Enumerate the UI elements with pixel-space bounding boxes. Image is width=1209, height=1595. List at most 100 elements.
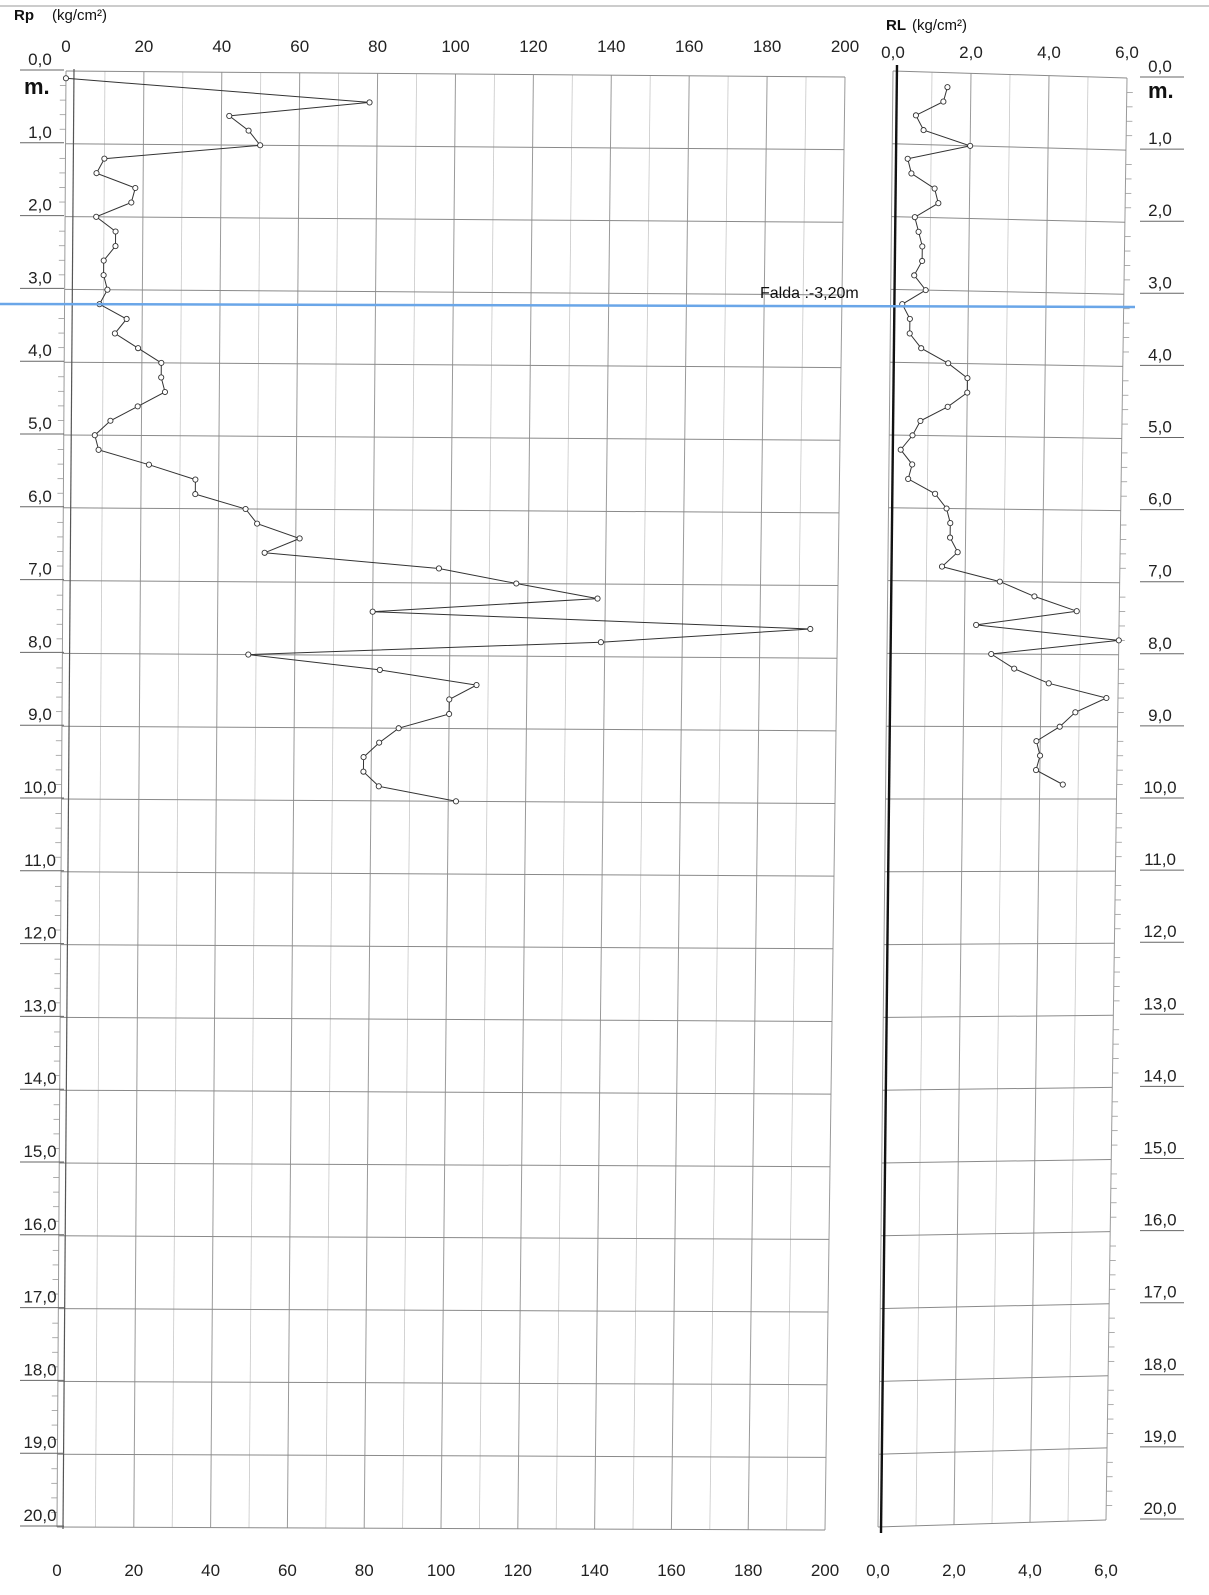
rl-data-point [1037,752,1044,759]
rl-data-point [1115,637,1122,644]
rl-depth-tick-label: 12,0 [1143,922,1176,941]
rp-series [62,75,814,805]
rl-depth-tick-labels: 0,0 1,0 2,0 3,0 4,0 5,0 6,0 7,0 8,0 9,0 10,0 11,0 12… [1140,57,1184,1520]
rl-data-point [1072,709,1079,716]
rl-depth-tick-label: 3,0 [1148,273,1172,292]
rl-depth-tick-label: 13,0 [1143,994,1176,1013]
rl-title-unit: (kg/cm²) [912,17,967,34]
rl-x-tick-label-bottom: 2,0 [942,1561,966,1580]
rp-data-point [112,228,119,235]
rl-data-point [988,650,995,658]
rp-x-tick-label-top: 80 [368,37,387,56]
rl-hgrid-line [880,1303,1110,1310]
rp-hgrid-line [65,70,846,78]
rp-data-point [128,199,135,206]
rp-data-point [104,286,111,293]
rl-data-point [945,360,952,367]
rp-zero-axis [62,68,75,1530]
rp-hgrid-line [60,1016,833,1022]
rp-data-point [376,666,383,673]
rl-depth-tick-label: 4,0 [1148,345,1172,364]
rp-data-point [360,768,367,775]
rp-x-tick-label-top: 180 [753,37,781,56]
rl-data-point [911,272,918,279]
rl-data-point [932,490,939,497]
rl-x-tick-label-top: 4,0 [1037,43,1061,62]
rl-data-point [967,142,974,149]
rl-hgrid-line [889,361,1123,367]
rp-data-point [107,417,114,424]
rl-data-point [1103,694,1110,702]
rp-data-point [513,580,520,587]
rp-hgrid-line [60,944,834,950]
rp-data-point [158,374,165,381]
rp-data-point [112,243,119,250]
rp-data-point [245,651,252,658]
rl-hgrid-line [886,652,1119,656]
rp-data-point [257,142,264,149]
rp-depth-tick-label: 15,0 [23,1142,56,1161]
rl-data-point [918,345,925,352]
rl-hgrid-line [891,216,1125,223]
rp-data-point [93,170,100,177]
rl-data-point [1031,593,1038,600]
rp-title-var: Rp [14,7,34,24]
rl-data-point [909,432,916,439]
rp-data-point [369,608,376,615]
rp-x-tick-label-bottom: 120 [504,1561,532,1580]
rp-x-tick-label-bottom: 40 [201,1561,220,1580]
rp-data-point [161,388,169,396]
rl-hgrid-line [884,870,1116,873]
rl-data-point [906,315,913,322]
rp-data-point [62,75,70,82]
rp-data-point [95,446,102,453]
rp-x-tick-label-top: 160 [675,37,703,56]
rl-data-point [940,98,947,105]
rp-data-point [261,549,268,556]
rp-hgrid-line [59,1162,831,1168]
rp-hgrid-line [58,1235,830,1240]
rp-hgrid-line [62,652,838,659]
rl-data-point [943,505,950,512]
rp-x-tick-label-bottom: 80 [355,1561,374,1580]
rl-depth-tick-label: 0,0 [1148,57,1172,76]
rp-x-tick-label-bottom: 60 [278,1561,297,1580]
rl-hgrid-line [889,434,1122,439]
rp-data-point [101,155,108,162]
rp-depth-tick-label: 9,0 [28,705,52,724]
rp-hgrid-line [63,434,841,441]
rp-depth-tick-label: 6,0 [28,487,52,506]
rp-hgrid-line [65,216,844,223]
rp-depth-tick-label: 5,0 [28,414,52,433]
rp-depth-tick-label: 0,0 [28,50,52,69]
rl-x-tick-label-top: 2,0 [959,43,983,62]
rp-depth-tick-label: 7,0 [28,560,52,579]
rl-depth-tick-label: 19,0 [1143,1427,1176,1446]
rp-data-point [296,535,303,542]
rl-grid [877,64,1133,1534]
rp-x-tick-label-top: 200 [831,37,859,56]
rl-data-point [1056,723,1063,730]
rl-zero-axis [879,64,899,1534]
rp-data-point [100,272,107,279]
rp-hgrid-line [63,507,840,514]
rl-depth-tick-label: 17,0 [1143,1283,1176,1302]
rp-data-point [597,639,604,646]
rl-depth-tick-label: 11,0 [1144,850,1176,869]
rl-data-point [931,185,938,192]
rl-data-point [947,520,954,527]
rp-x-tick-label-bottom: 180 [734,1561,762,1580]
rl-hgrid-line [882,1086,1113,1091]
rl-hgrid-line [886,725,1118,728]
water-table-label: Falda :-3,20m [760,285,859,302]
rl-data-point [922,287,929,294]
rl-data-point [1045,680,1052,687]
rp-data-point [226,112,233,119]
rl-data-point [906,330,913,337]
rp-series-line [65,77,811,802]
rp-depth-unit: m. [24,74,50,99]
rl-panel: 0,0 2,0 4,0 6,0 0,0 2,0 4,0 6,0 0,0 1,0 2,0 3,0 4,… [866,17,1184,1580]
rl-x-tick-label-top: 0,0 [881,43,905,62]
rp-hgrid-line [57,1453,827,1458]
rl-hgrid-line [881,1159,1112,1164]
